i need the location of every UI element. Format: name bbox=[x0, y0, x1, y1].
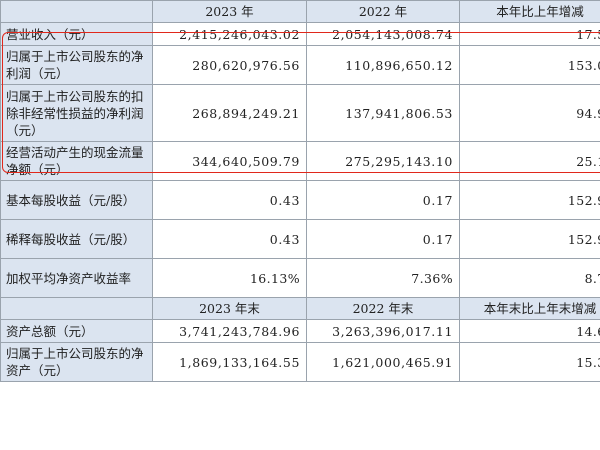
value-2022: 3,263,396,017.11 bbox=[306, 319, 460, 343]
value-change: 8.77 bbox=[459, 258, 600, 298]
table-row: 加权平均净资产收益率 16.13% 7.36% 8.77 bbox=[0, 258, 600, 298]
header-cell-blank bbox=[0, 297, 153, 320]
row-label: 营业收入（元） bbox=[0, 22, 153, 46]
header-cell-2022-end: 2022 年末 bbox=[306, 297, 460, 320]
financial-summary-table: 2023 年 2022 年 本年比上年增减 营业收入（元） 2,415,246,… bbox=[0, 0, 600, 382]
value-change: 152.94 bbox=[459, 180, 600, 220]
table-row: 经营活动产生的现金流量净额（元） 344,640,509.79 275,295,… bbox=[0, 141, 600, 181]
row-label: 归属于上市公司股东的净利润（元） bbox=[0, 45, 153, 85]
value-2023: 0.43 bbox=[152, 219, 307, 259]
table-row: 资产总额（元） 3,741,243,784.96 3,263,396,017.1… bbox=[0, 319, 600, 343]
value-2023: 3,741,243,784.96 bbox=[152, 319, 307, 343]
header-cell-change: 本年比上年增减 bbox=[459, 0, 600, 23]
value-2023: 268,894,249.21 bbox=[152, 84, 307, 142]
row-label: 加权平均净资产收益率 bbox=[0, 258, 153, 298]
row-label: 资产总额（元） bbox=[0, 319, 153, 343]
value-2022: 2,054,143,008.74 bbox=[306, 22, 460, 46]
table-row: 稀释每股收益（元/股） 0.43 0.17 152.94 bbox=[0, 219, 600, 259]
header-cell-2023: 2023 年 bbox=[152, 0, 307, 23]
value-2023: 344,640,509.79 bbox=[152, 141, 307, 181]
row-label: 归属于上市公司股东的净资产（元） bbox=[0, 342, 153, 382]
table-header-row: 2023 年 2022 年 本年比上年增减 bbox=[0, 0, 600, 23]
value-2023: 280,620,976.56 bbox=[152, 45, 307, 85]
value-2022: 137,941,806.53 bbox=[306, 84, 460, 142]
value-change: 153.05 bbox=[459, 45, 600, 85]
value-2023: 2,415,246,043.02 bbox=[152, 22, 307, 46]
value-2022: 7.36% bbox=[306, 258, 460, 298]
value-change: 17.58 bbox=[459, 22, 600, 46]
row-label: 基本每股收益（元/股） bbox=[0, 180, 153, 220]
value-2023: 0.43 bbox=[152, 180, 307, 220]
value-2022: 0.17 bbox=[306, 219, 460, 259]
value-2022: 275,295,143.10 bbox=[306, 141, 460, 181]
table-header-row: 2023 年末 2022 年末 本年末比上年末增减 bbox=[0, 297, 600, 320]
value-change: 15.31 bbox=[459, 342, 600, 382]
table-row: 基本每股收益（元/股） 0.43 0.17 152.94 bbox=[0, 180, 600, 220]
table-row: 归属于上市公司股东的净利润（元） 280,620,976.56 110,896,… bbox=[0, 45, 600, 85]
table-row: 归属于上市公司股东的扣除非经常性损益的净利润（元） 268,894,249.21… bbox=[0, 84, 600, 142]
header-cell-2023-end: 2023 年末 bbox=[152, 297, 307, 320]
value-change: 14.64 bbox=[459, 319, 600, 343]
header-cell-blank bbox=[0, 0, 153, 23]
value-2022: 0.17 bbox=[306, 180, 460, 220]
row-label: 经营活动产生的现金流量净额（元） bbox=[0, 141, 153, 181]
value-2023: 16.13% bbox=[152, 258, 307, 298]
table-row: 营业收入（元） 2,415,246,043.02 2,054,143,008.7… bbox=[0, 22, 600, 46]
header-cell-change-end: 本年末比上年末增减 bbox=[459, 297, 600, 320]
value-2022: 110,896,650.12 bbox=[306, 45, 460, 85]
row-label: 稀释每股收益（元/股） bbox=[0, 219, 153, 259]
value-change: 94.93 bbox=[459, 84, 600, 142]
value-change: 152.94 bbox=[459, 219, 600, 259]
value-change: 25.19 bbox=[459, 141, 600, 181]
header-cell-2022: 2022 年 bbox=[306, 0, 460, 23]
table-row: 归属于上市公司股东的净资产（元） 1,869,133,164.55 1,621,… bbox=[0, 342, 600, 382]
row-label: 归属于上市公司股东的扣除非经常性损益的净利润（元） bbox=[0, 84, 153, 142]
value-2022: 1,621,000,465.91 bbox=[306, 342, 460, 382]
value-2023: 1,869,133,164.55 bbox=[152, 342, 307, 382]
